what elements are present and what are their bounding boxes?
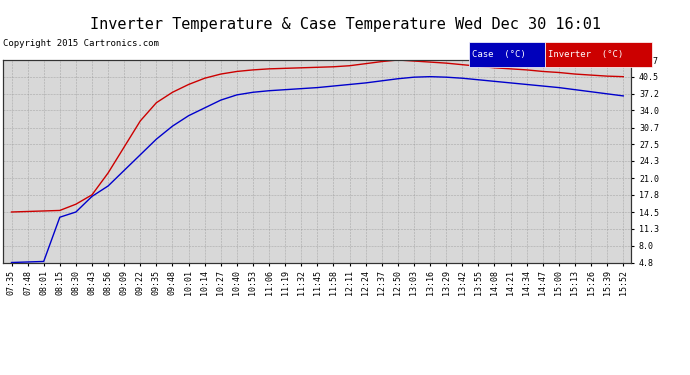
Text: Inverter Temperature & Case Temperature Wed Dec 30 16:01: Inverter Temperature & Case Temperature … xyxy=(90,17,600,32)
Text: Inverter  (°C): Inverter (°C) xyxy=(548,50,623,59)
Text: Case  (°C): Case (°C) xyxy=(472,50,526,59)
Text: Copyright 2015 Cartronics.com: Copyright 2015 Cartronics.com xyxy=(3,39,159,48)
